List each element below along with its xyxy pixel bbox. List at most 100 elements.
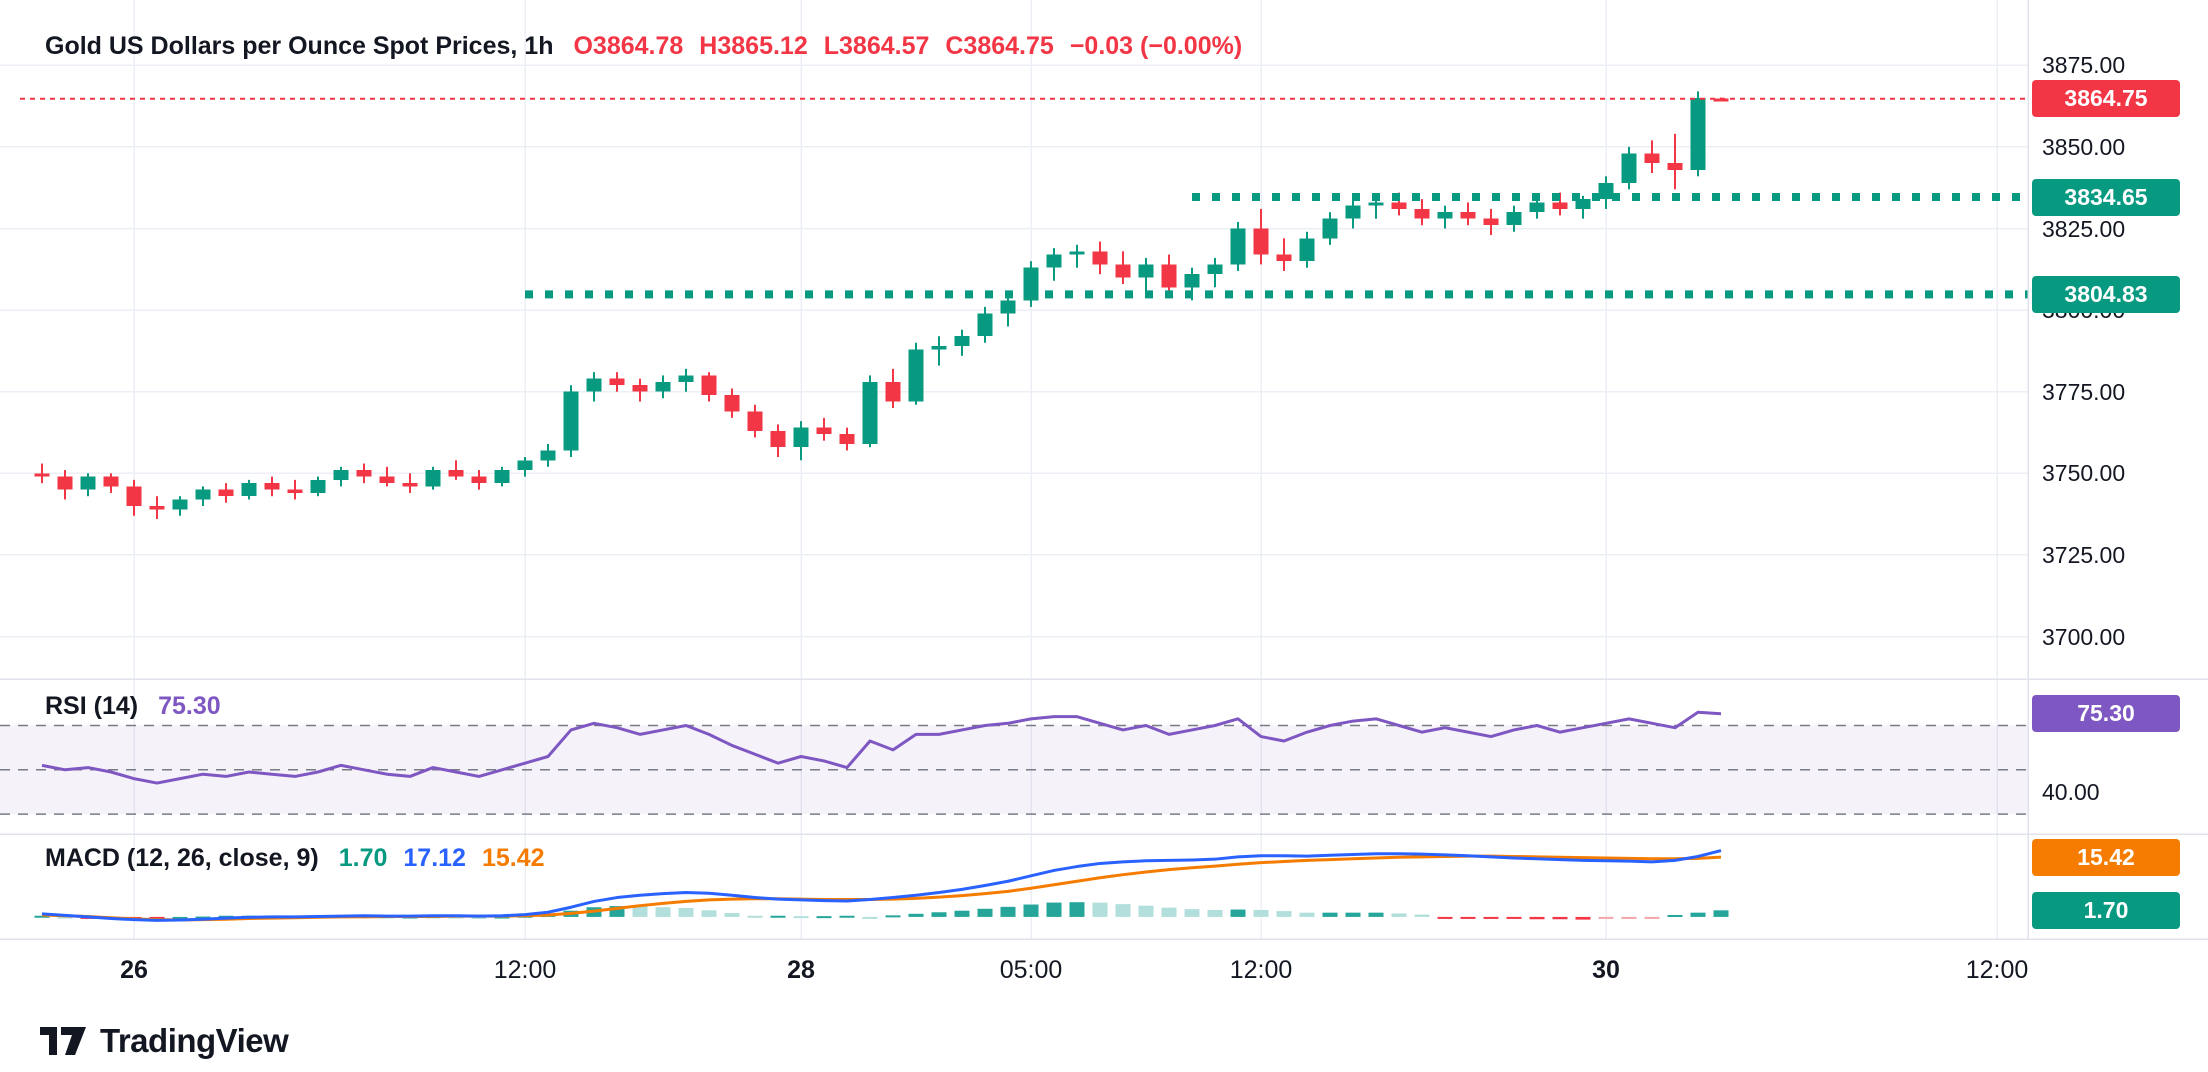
candle-body (356, 470, 372, 477)
macd-hist-bar (885, 915, 901, 918)
rsi-badge: 75.30 (2032, 695, 2180, 733)
time-axis-label: 28 (787, 956, 815, 984)
macd-hist-bar (839, 915, 855, 918)
candle-body (1437, 212, 1453, 219)
macd-hist-bar (954, 910, 970, 917)
price-axis-label: 3750.00 (2042, 460, 2126, 487)
macd-label: MACD (12, 26, close, 9) (45, 844, 319, 872)
macd-hist-bar (1069, 902, 1085, 917)
price-axis-label: 3875.00 (2042, 52, 2126, 79)
macd-hist-bar (1460, 916, 1476, 919)
macd-hist-bar (1161, 907, 1177, 917)
candle-body (1575, 199, 1591, 209)
candle-body (241, 483, 257, 497)
candle-body (1598, 182, 1614, 200)
macd-hist-bar (977, 908, 993, 917)
candle-body (655, 381, 671, 392)
macd-hist-bar (908, 913, 924, 917)
candle-body (1207, 264, 1223, 275)
macd-hist-bar (1345, 912, 1361, 917)
candle-body (80, 476, 96, 490)
ohlc-high: H3865.12 (699, 32, 808, 60)
time-axis-label: 30 (1592, 956, 1620, 984)
price-axis-label: 3850.00 (2042, 133, 2126, 160)
candle-body (425, 470, 441, 487)
macd-hist-bar (1437, 916, 1453, 919)
macd-hist-bar (1253, 909, 1269, 917)
macd-hist-bar (57, 916, 73, 919)
ohlc-open: O3864.78 (573, 32, 684, 60)
macd-hist-bar (1207, 909, 1223, 917)
candle-body (149, 505, 165, 510)
candle-body (1138, 264, 1154, 278)
macd-hist-bar (678, 908, 694, 917)
rsi-axis-label: 40.00 (2042, 778, 2100, 805)
macd-hist-bar (747, 915, 763, 918)
candle-body (931, 346, 947, 350)
candle-body (862, 381, 878, 444)
macd-hist-bar (1184, 909, 1200, 917)
candle-body (1161, 264, 1177, 288)
price-axis-label: 3825.00 (2042, 215, 2126, 242)
candle-body (1299, 238, 1315, 262)
macd-hist-bar (172, 916, 188, 919)
candle-body (1483, 218, 1499, 226)
macd-hist-bar (1644, 916, 1660, 919)
candle-body (1000, 300, 1016, 314)
macd-hist-bar (655, 907, 671, 917)
macd-hist-bar (770, 915, 786, 918)
macd-hist-bar (1552, 916, 1568, 920)
candle-body (195, 489, 211, 500)
macd-hist-bar (1506, 916, 1522, 919)
candle-body (517, 460, 533, 471)
candle-body (1690, 97, 1706, 170)
candle-body (1253, 228, 1269, 255)
candle-body (540, 450, 556, 461)
level-badge-lower: 3804.83 (2032, 275, 2180, 313)
macd-hist-bar (1713, 910, 1729, 917)
candle-body (494, 470, 510, 484)
macd-hist-bar (1621, 916, 1637, 919)
macd-hist-value: 1.70 (338, 844, 388, 872)
macd-hist-bar (195, 916, 211, 919)
macd-hist-bar (862, 916, 878, 919)
tradingview-logo-icon (40, 1027, 86, 1055)
time-axis-label: 12:00 (493, 956, 557, 984)
candle-body (1115, 264, 1131, 278)
macd-hist-bar (632, 906, 648, 917)
candle-body (57, 476, 73, 490)
candle-body (402, 483, 418, 487)
candle-body (678, 375, 694, 382)
candle-body (1368, 202, 1384, 206)
candle-body (1069, 251, 1085, 255)
macd-hist-bar (149, 916, 165, 919)
candle-body (908, 349, 924, 402)
candle-body (172, 499, 188, 510)
candle-body (218, 489, 234, 497)
macd-hist-bar (609, 906, 625, 917)
candle-body (1460, 212, 1476, 219)
macd-hist-bar (701, 910, 717, 917)
macd-hist-bar (1046, 902, 1062, 917)
macd-hist-bar (1667, 914, 1683, 917)
candle-body (379, 476, 395, 484)
candle-body (724, 394, 740, 412)
rsi-legend: RSI (14) 75.30 (45, 692, 221, 721)
time-axis[interactable]: 26 12:00 28 05:00 12:00 30 12:00 (0, 948, 2208, 996)
price-change: −0.03 (−0.00%) (1069, 32, 1243, 60)
candle-body (586, 378, 602, 392)
candle-body (1667, 163, 1683, 170)
candle-body (1184, 274, 1200, 288)
candle-body (333, 470, 349, 480)
macd-hist-bar (1000, 906, 1016, 917)
rsi-line (41, 710, 1722, 785)
candle-body (1345, 205, 1361, 219)
candle-body (34, 473, 50, 477)
macd-hist-bar (471, 916, 487, 919)
tradingview-attribution[interactable]: TradingView (40, 1022, 289, 1060)
candle-body (1046, 254, 1062, 268)
macd-hist-bar (34, 915, 50, 918)
macd-hist-bar (1230, 909, 1246, 917)
